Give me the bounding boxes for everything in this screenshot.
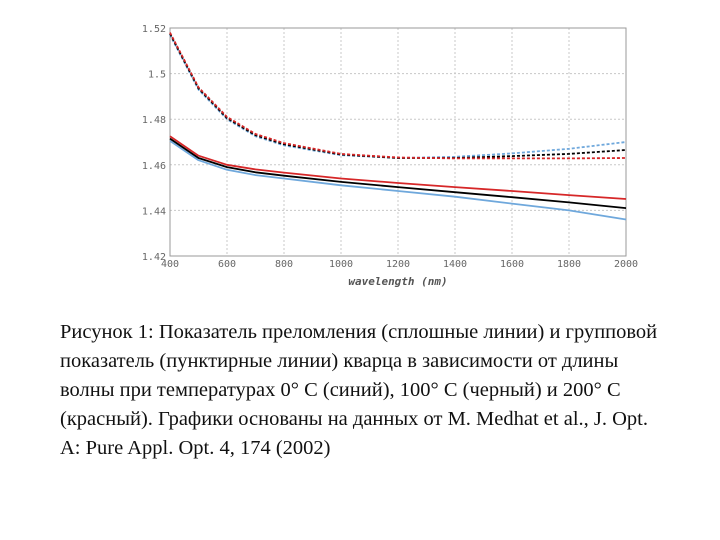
x-tick-label: 1600 [500, 259, 524, 270]
refractive-index-line [169, 137, 627, 209]
x-tick-label: 800 [275, 259, 293, 270]
x-tick-label: 400 [161, 259, 179, 270]
y-tick-label: 1.48 [142, 115, 166, 126]
y-tick-label: 1.42 [142, 252, 166, 263]
y-tick-label: 1.44 [142, 206, 166, 217]
x-tick-label: 1000 [329, 259, 353, 270]
x-tick-label: 600 [218, 259, 236, 270]
x-tick-label: 1400 [443, 259, 467, 270]
x-tick-label: 1200 [386, 259, 410, 270]
x-axis-title: wavelength (nm) [348, 275, 447, 288]
plot-frame [169, 27, 627, 257]
grid-lines [170, 28, 626, 256]
figure-caption: Рисунок 1: Показатель преломления (сплош… [60, 321, 658, 459]
y-tick-label: 1.5 [148, 70, 166, 81]
y-tick-labels: 1.52 1.5 1.48 1.46 1.44 1.42 [142, 24, 166, 263]
refractive-index-line [169, 135, 627, 200]
x-tick-label: 2000 [614, 259, 638, 270]
refractive-index-line [169, 140, 627, 221]
y-tick-label: 1.46 [142, 161, 166, 172]
x-tick-label: 1800 [557, 259, 581, 270]
y-tick-label: 1.52 [142, 24, 166, 35]
refractive-index-chart: 1.52 1.5 1.48 1.46 1.44 1.42 400 600 800 1000 120… [142, 24, 638, 288]
x-tick-labels: 400 600 800 1000 1200 1400 1600 1800 2000 [161, 259, 638, 270]
group-index-line [169, 32, 627, 160]
series-lines [169, 32, 627, 221]
